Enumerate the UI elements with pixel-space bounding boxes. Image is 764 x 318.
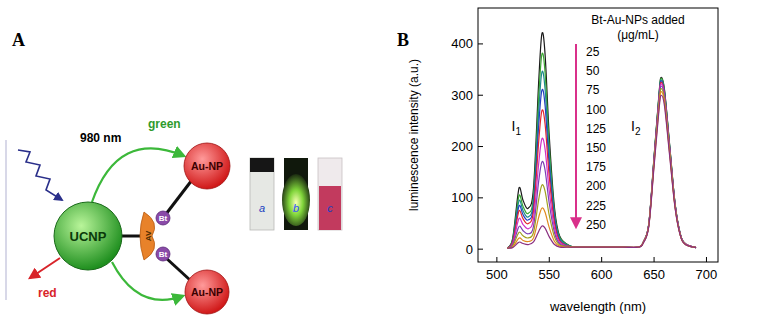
au-np-label: Au-NP [191, 286, 223, 298]
legend-entry: 125 [586, 122, 606, 136]
x-tick-label: 700 [696, 267, 718, 282]
au-np [185, 270, 229, 314]
spectrum-line [507, 71, 696, 248]
y-tick-label: 400 [451, 36, 473, 51]
biotin-label: Bt [159, 250, 168, 259]
y-axis-label: luminescence intensity (a.u.) [407, 59, 421, 211]
x-tick-label: 550 [538, 267, 560, 282]
avidin-label: AV [144, 230, 153, 241]
x-tick-label: 600 [591, 267, 613, 282]
legend-entry: 250 [586, 218, 606, 232]
vial [250, 158, 274, 230]
link-line [166, 258, 190, 280]
x-tick [496, 257, 497, 262]
y-tick [478, 95, 483, 96]
biotin [156, 247, 170, 261]
legend-entry: 50 [586, 64, 600, 78]
green-label: green [148, 117, 181, 131]
panel-label: B [397, 30, 409, 50]
y-tick-label: 0 [466, 242, 473, 257]
spectrum-line [507, 92, 696, 249]
x-tick [654, 257, 655, 262]
biotin-label: Bt [159, 214, 168, 223]
vial-glow [282, 174, 310, 226]
spectrum-line [507, 32, 696, 248]
legend-title: (μg/mL) [617, 28, 659, 42]
spectrum-line [507, 95, 696, 248]
biotin [156, 211, 170, 225]
green-arrow [92, 148, 184, 202]
y-tick [478, 43, 483, 44]
y-tick [478, 249, 483, 250]
ucnp [54, 202, 122, 270]
chart: 500 550 600 650 700 0 100 200 300 400 wavelength (… [407, 8, 718, 314]
y-tick-label: 100 [451, 190, 473, 205]
green-arrow [112, 262, 183, 300]
figure: A B 980 nm green red UCNP AV Bt Bt Au-NP Au-NP a b c 5… [0, 0, 764, 318]
ucnp-label: UCNP [70, 229, 107, 244]
y-tick-label: 200 [451, 139, 473, 154]
au-np-label: Au-NP [191, 160, 223, 172]
x-tick-label: 500 [486, 267, 508, 282]
y-tick [478, 146, 483, 147]
red-label: red [38, 286, 57, 300]
excitation-label: 980 nm [80, 131, 121, 145]
vial-cap [250, 158, 274, 172]
x-tick [706, 257, 707, 262]
peak-label: I2 [631, 118, 641, 137]
red-arrow [30, 258, 60, 278]
legend-entry: 150 [586, 141, 606, 155]
vial-liquid [319, 186, 341, 230]
spectrum-line [507, 89, 696, 249]
spectrum-line [507, 82, 696, 248]
legend-entry: 100 [586, 103, 606, 117]
peak-label: I1 [512, 118, 522, 137]
avidin [140, 212, 155, 260]
legend-entry: 200 [586, 179, 606, 193]
au-np [184, 143, 230, 189]
series-group [507, 32, 696, 248]
spectrum-line [507, 86, 696, 248]
excitation-arrow [18, 150, 62, 200]
spectrum-line [507, 53, 696, 248]
legend-entry: 25 [586, 45, 600, 59]
vial-label: b [293, 202, 299, 214]
x-tick [549, 257, 550, 262]
plot-frame [478, 8, 718, 262]
y-tick-label: 300 [451, 88, 473, 103]
legend-title: Bt-Au-NPs added [591, 13, 684, 27]
vial [318, 158, 342, 230]
x-tick [601, 257, 602, 262]
legend-entry: 225 [586, 199, 606, 213]
legend-entry: 75 [586, 83, 600, 97]
panel-label: A [12, 30, 25, 50]
link-line [166, 180, 192, 214]
peak-label-subscript: 2 [635, 126, 641, 137]
spectrum-line [507, 84, 696, 248]
diagram: 980 nm green red UCNP AV Bt Bt Au-NP Au-NP a b c [6, 117, 342, 314]
legend-arrow [575, 44, 577, 227]
vial-label: c [327, 202, 333, 214]
peak-label-subscript: 1 [515, 126, 521, 137]
legend-entry: 175 [586, 160, 606, 174]
y-tick [478, 197, 483, 198]
side-bar [5, 140, 7, 300]
x-axis-label: wavelength (nm) [549, 299, 646, 314]
vial-label: a [259, 202, 265, 214]
spectrum-line [507, 81, 696, 248]
x-tick-label: 650 [643, 267, 665, 282]
